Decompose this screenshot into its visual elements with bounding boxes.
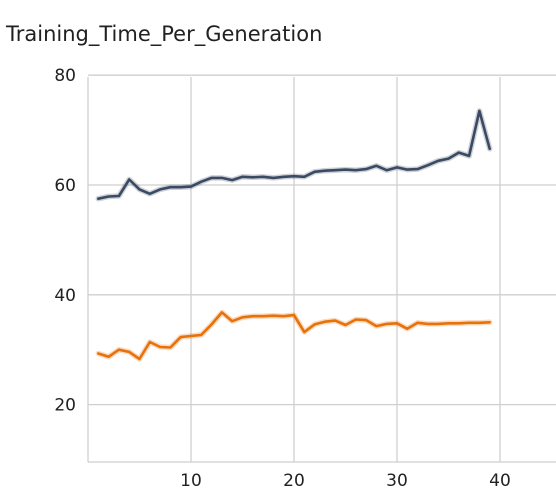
y-tick-label: 60: [54, 176, 76, 196]
series-lines: [95, 108, 493, 362]
x-tick-label: 20: [283, 471, 305, 491]
y-tick-label: 80: [54, 66, 76, 86]
series-0-line: [97, 109, 492, 200]
chart-title: Training_Time_Per_Generation: [6, 22, 323, 46]
x-tick-label: 40: [489, 471, 511, 491]
tick-labels: 10 20 30 40 20 40 60 80: [54, 66, 510, 491]
y-tick-label: 40: [54, 286, 76, 306]
x-tick-label: 10: [180, 471, 202, 491]
x-tick-label: 30: [386, 471, 408, 491]
y-tick-label: 20: [54, 396, 76, 416]
series-1-line: [97, 311, 492, 361]
axes: [87, 77, 556, 463]
grid: [88, 74, 556, 462]
